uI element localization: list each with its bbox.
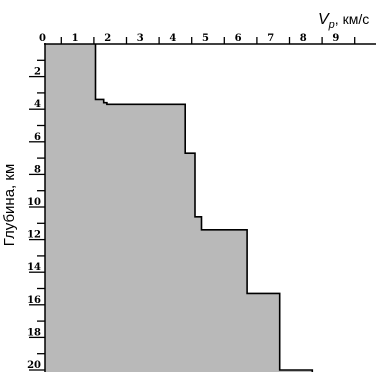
x-tick-label: 2 — [104, 33, 111, 44]
y-tick-label: 6 — [34, 132, 41, 143]
y-tick-label: 12 — [27, 230, 41, 241]
y-tick-label: 4 — [34, 99, 41, 110]
x-tick-label: 7 — [267, 33, 274, 44]
y-axis-ticks: 2 4 6 8 10 12 14 16 18 20 — [27, 59, 45, 371]
y-tick-label: 18 — [27, 327, 41, 338]
velocity-profile-line — [94, 44, 314, 372]
x-tick-label: 3 — [137, 33, 144, 44]
x-tick-label: 6 — [235, 33, 242, 44]
y-tick-label: 20 — [27, 360, 41, 371]
x-tick-label: 0 — [39, 33, 46, 44]
x-tick-label: 1 — [72, 33, 79, 44]
x-tick-label: 4 — [169, 33, 176, 44]
x-tick-label: 9 — [332, 33, 339, 44]
plot-area — [45, 44, 314, 372]
x-tick-label: 8 — [300, 33, 307, 44]
y-tick-label: 10 — [27, 197, 41, 208]
y-tick-label: 16 — [27, 295, 41, 306]
y-tick-label: 14 — [27, 262, 41, 273]
velocity-profile-area — [45, 44, 313, 372]
y-tick-label: 2 — [34, 67, 41, 78]
x-axis-ticks: 0 1 2 3 4 5 6 7 8 9 — [39, 33, 356, 44]
y-tick-label: 8 — [34, 164, 41, 175]
x-axis-label: Vp, км/с — [318, 11, 369, 31]
y-axis-label: Глубина, км — [1, 164, 18, 247]
x-axis-label-unit: , км/с — [335, 11, 369, 27]
x-tick-label: 5 — [202, 33, 209, 44]
x-axis-label-symbol: V — [318, 11, 330, 28]
x-axis-label-subscript: p — [328, 19, 335, 31]
